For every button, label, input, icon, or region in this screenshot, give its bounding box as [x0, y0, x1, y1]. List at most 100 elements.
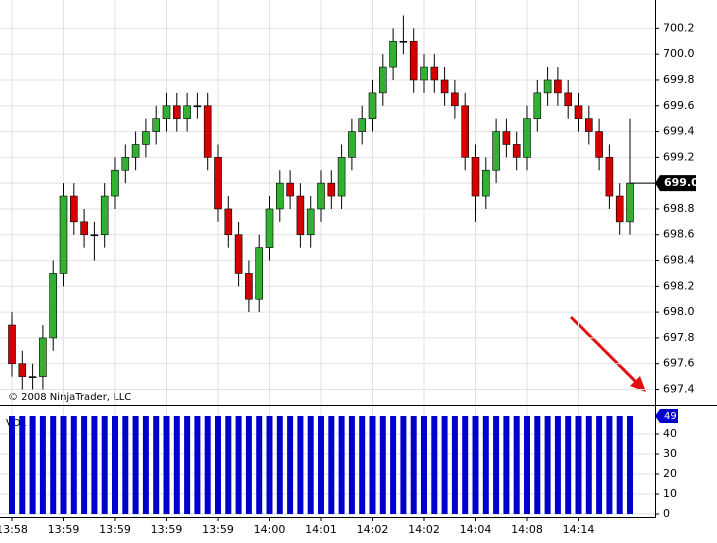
volume-bar [462, 416, 469, 514]
candle-body [430, 66, 439, 81]
candle-body [368, 92, 377, 119]
volume-bar [318, 416, 324, 514]
y-tick-label: 699.4 [663, 125, 695, 138]
volume-bar [493, 416, 500, 514]
candle-body [203, 105, 212, 158]
candle-body [615, 195, 624, 223]
volume-bar [39, 416, 46, 514]
volume-bar [606, 416, 613, 514]
candle-body [389, 40, 397, 68]
candle-body [564, 92, 573, 107]
copyright: © 2008 NinjaTrader, LLC [8, 392, 131, 403]
candle-body [18, 363, 27, 377]
candle-body [461, 105, 470, 158]
candle-body [306, 208, 315, 236]
volume-bar [29, 416, 36, 514]
candle-body [183, 105, 191, 119]
volume-bar [184, 416, 191, 514]
volume-bar [616, 416, 623, 514]
candle-body [378, 66, 387, 94]
y-tick-label: 40 [663, 427, 677, 440]
y-tick-label: 699.2 [663, 150, 695, 163]
x-tick-label: 14:02 [357, 523, 389, 536]
x-tick-label: 14:04 [460, 523, 492, 536]
x-tick-label: 13:59 [99, 523, 131, 536]
volume-bar [287, 416, 294, 514]
x-tick-label: 14:01 [305, 523, 337, 536]
candle-body [265, 208, 274, 248]
volume-bar [194, 416, 201, 514]
volume-bar [132, 416, 139, 514]
candle-body [492, 131, 500, 171]
candle-body [173, 105, 181, 119]
candle-body [286, 182, 294, 197]
candle-body [59, 195, 68, 274]
x-tick-label: 13:58 [0, 523, 28, 536]
candle-body [245, 273, 253, 300]
candle-body [543, 79, 552, 94]
volume-bar [503, 416, 510, 514]
volume-bar [524, 416, 530, 514]
volume-bar [534, 416, 541, 514]
volume-bar [245, 416, 252, 514]
volume-bar [348, 416, 355, 514]
candle-body [317, 182, 325, 210]
candle-body [8, 324, 16, 365]
candle-body [121, 157, 130, 171]
volume-bar [225, 416, 232, 514]
candle-body [348, 131, 356, 158]
volume-bar [19, 416, 26, 514]
volume-bar [328, 416, 335, 514]
volume-bar [565, 416, 572, 514]
volume-bar [596, 416, 603, 514]
y-tick-label: 10 [663, 487, 677, 500]
y-tick-label: 698.6 [663, 228, 695, 241]
volume-bar [122, 416, 129, 514]
candle-body [574, 105, 583, 119]
x-tick-label: 13:59 [202, 523, 234, 536]
candle-body [409, 40, 418, 81]
candle-body [471, 157, 480, 197]
volume-bar [379, 416, 386, 514]
candle-body [399, 40, 408, 43]
candle-body [39, 337, 47, 377]
y-tick-label: 30 [663, 447, 677, 460]
y-tick-label: 697.4 [663, 383, 695, 396]
volume-bar [390, 416, 397, 514]
x-tick-label: 13:59 [151, 523, 183, 536]
arrow-shaft [569, 315, 641, 387]
volume-bar [307, 416, 314, 514]
y-tick-label: 700.2 [663, 21, 695, 34]
y-tick-label: 698.0 [663, 305, 695, 318]
volume-bar [441, 416, 448, 514]
candle-body [512, 144, 521, 158]
candle-body [131, 144, 140, 158]
volume-bar [112, 416, 118, 514]
y-tick-label: 697.8 [663, 331, 695, 344]
volume-bar [101, 416, 108, 514]
candle-body [234, 234, 243, 274]
x-tick-label: 14:00 [254, 523, 286, 536]
candle-body [584, 118, 593, 132]
volume-bar [627, 416, 633, 514]
candle-body [533, 92, 542, 119]
candle-body [255, 247, 263, 300]
last-price-label: 699.0 [664, 176, 699, 189]
volume-bar [338, 416, 345, 514]
y-tick-label: 0 [663, 507, 670, 520]
candle-body [523, 118, 531, 158]
candle-body [162, 105, 171, 119]
candle-body [420, 66, 428, 81]
y-tick-label: 20 [663, 467, 677, 480]
candle-body [100, 195, 109, 236]
y-tick-label: 700.0 [663, 47, 695, 60]
candle-body [224, 208, 233, 236]
candle-body [481, 169, 490, 197]
volume-bar [91, 416, 98, 514]
volume-label: VOL [6, 418, 27, 429]
volume-bar [81, 416, 88, 514]
candle-body [502, 131, 511, 145]
last-volume-label: 49 [664, 411, 677, 422]
y-tick-label: 698.2 [663, 279, 695, 292]
